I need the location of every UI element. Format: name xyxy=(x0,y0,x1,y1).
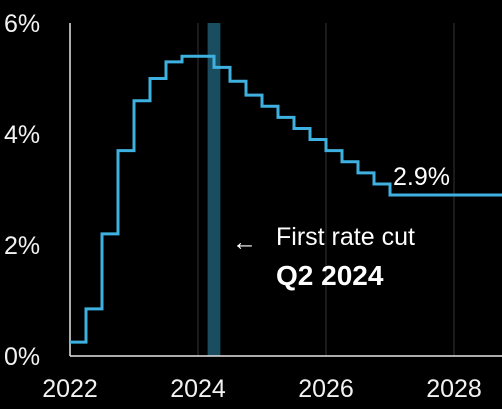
y-tick-label-4: 4% xyxy=(4,121,40,149)
y-tick-label-2: 2% xyxy=(4,232,40,260)
rate-series-line xyxy=(70,54,502,344)
axes xyxy=(69,23,502,357)
x-tick-label-2028: 2028 xyxy=(426,375,482,403)
y-tick-label-6: 6% xyxy=(4,10,40,38)
y-tick-labels: 0% 2% 4% 6% xyxy=(4,10,40,371)
x-tick-label-2022: 2022 xyxy=(42,375,98,403)
x-tick-label-2026: 2026 xyxy=(298,375,354,403)
first-cut-annotation-line2: Q2 2024 xyxy=(276,260,384,291)
first-cut-highlight-band xyxy=(207,23,221,356)
x-tick-label-2024: 2024 xyxy=(170,375,226,403)
y-tick-label-0: 0% xyxy=(4,343,40,371)
gridlines xyxy=(197,23,455,356)
end-value-label: 2.9% xyxy=(393,163,450,191)
first-cut-annotation-line1: First rate cut xyxy=(276,223,415,251)
x-tick-labels: 2022 2024 2026 2028 xyxy=(42,375,482,403)
annotation-arrow: ← xyxy=(232,228,257,256)
